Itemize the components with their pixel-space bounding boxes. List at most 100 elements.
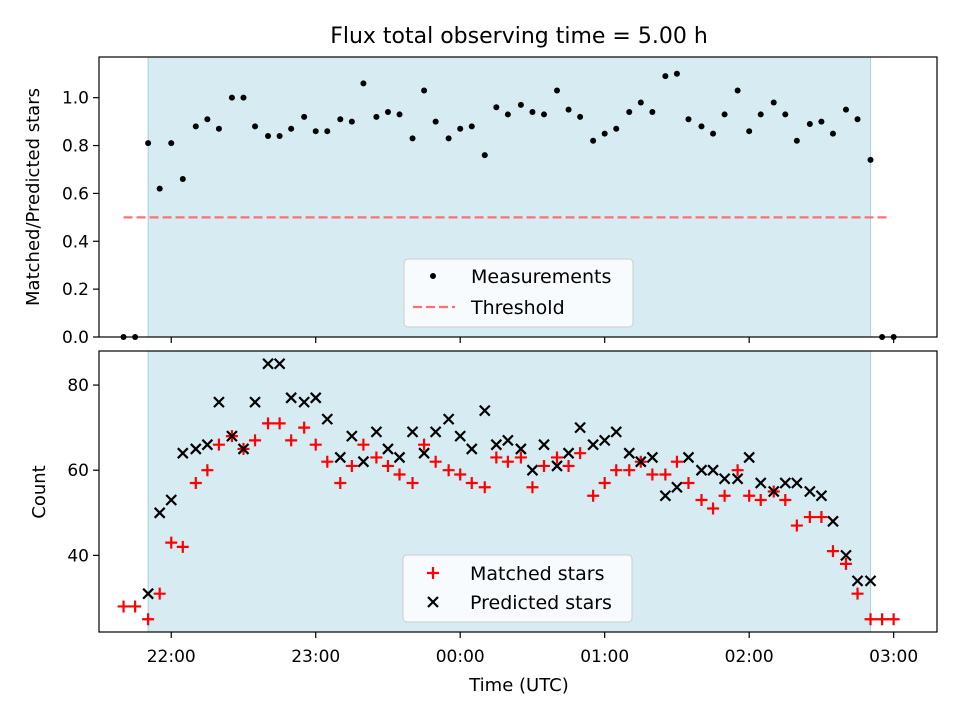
data-point bbox=[176, 540, 189, 553]
y-tick-label: 0.4 bbox=[62, 232, 89, 252]
data-point bbox=[673, 70, 680, 77]
data-point bbox=[373, 113, 380, 120]
data-point bbox=[562, 447, 575, 459]
data-point bbox=[145, 140, 152, 147]
y-tick-label: 0.0 bbox=[62, 328, 89, 348]
data-point bbox=[721, 111, 728, 118]
data-point bbox=[165, 536, 178, 549]
data-point bbox=[551, 460, 563, 472]
data-point bbox=[490, 438, 503, 451]
data-point bbox=[309, 438, 322, 451]
data-point bbox=[249, 396, 261, 408]
data-point bbox=[129, 600, 142, 613]
data-point bbox=[601, 130, 608, 137]
data-point bbox=[429, 426, 442, 438]
data-point bbox=[324, 128, 331, 135]
data-point bbox=[201, 438, 214, 451]
data-point bbox=[854, 116, 861, 123]
data-point bbox=[478, 404, 491, 417]
data-point bbox=[334, 451, 347, 464]
data-point bbox=[502, 434, 514, 447]
data-point bbox=[168, 140, 175, 147]
data-point bbox=[806, 121, 813, 128]
data-point bbox=[346, 430, 358, 442]
x-tick-label: 02:00 bbox=[725, 647, 774, 667]
legend-measurements-label: Measurements bbox=[471, 266, 611, 288]
data-point bbox=[826, 545, 839, 558]
data-point bbox=[876, 613, 889, 626]
data-point bbox=[418, 438, 431, 451]
data-point bbox=[743, 489, 756, 502]
legend-threshold-label: Threshold bbox=[470, 297, 565, 319]
legend-predicted-marker bbox=[427, 596, 439, 608]
data-point bbox=[840, 549, 852, 562]
data-point bbox=[731, 472, 744, 485]
data-point bbox=[842, 106, 849, 113]
data-point bbox=[517, 101, 524, 108]
data-point bbox=[357, 438, 370, 451]
data-point bbox=[827, 515, 839, 528]
data-point bbox=[204, 116, 211, 123]
top-panel: 0.0 0.2 0.4 0.6 0.8 1.0 Flux total observing … bbox=[23, 24, 938, 348]
data-point bbox=[468, 123, 475, 130]
data-point bbox=[767, 485, 780, 498]
data-point bbox=[406, 426, 419, 438]
data-point bbox=[298, 396, 310, 408]
data-point bbox=[262, 417, 275, 430]
data-point bbox=[301, 113, 308, 120]
data-point bbox=[864, 575, 877, 587]
data-point bbox=[646, 451, 659, 464]
data-point bbox=[610, 426, 623, 438]
data-point bbox=[406, 476, 419, 489]
x-axis-label: Time (UTC) bbox=[468, 675, 569, 696]
data-point bbox=[454, 468, 467, 481]
data-point bbox=[418, 447, 430, 459]
data-point bbox=[442, 464, 455, 477]
data-point bbox=[610, 464, 623, 477]
data-point bbox=[189, 476, 202, 489]
data-point bbox=[707, 464, 719, 476]
chart-title: Flux total observing time = 5.00 h bbox=[330, 24, 708, 49]
data-point bbox=[384, 109, 391, 116]
data-point bbox=[598, 434, 611, 447]
data-point bbox=[337, 116, 344, 123]
bottom-legend: Matched stars Predicted stars bbox=[402, 554, 633, 623]
data-point bbox=[590, 137, 597, 144]
y-tick-label: 1.0 bbox=[62, 89, 89, 109]
data-point bbox=[587, 489, 600, 502]
x-tick-label: 00:00 bbox=[436, 647, 485, 667]
data-point bbox=[818, 118, 825, 125]
data-point bbox=[321, 413, 334, 425]
data-point bbox=[457, 125, 464, 132]
data-point bbox=[637, 99, 644, 106]
data-point bbox=[851, 587, 864, 600]
data-point bbox=[779, 477, 792, 489]
data-point bbox=[501, 455, 514, 468]
data-point bbox=[165, 494, 178, 506]
data-point bbox=[370, 426, 383, 438]
data-point bbox=[273, 357, 286, 370]
legend-matched-marker bbox=[427, 567, 439, 579]
data-point bbox=[514, 451, 527, 464]
data-point bbox=[442, 413, 455, 425]
y-tick-label: 0.2 bbox=[62, 280, 89, 300]
data-point bbox=[754, 477, 767, 489]
data-point bbox=[226, 430, 238, 442]
data-point bbox=[153, 507, 166, 519]
data-point bbox=[228, 94, 235, 101]
data-point bbox=[565, 106, 572, 113]
data-point bbox=[887, 613, 900, 626]
data-point bbox=[757, 111, 764, 118]
data-point bbox=[465, 476, 478, 489]
data-point bbox=[142, 613, 155, 626]
data-point bbox=[718, 489, 731, 502]
data-point bbox=[662, 73, 669, 80]
data-point bbox=[790, 519, 803, 532]
data-point bbox=[754, 494, 767, 507]
data-point bbox=[659, 468, 672, 481]
data-point bbox=[179, 176, 186, 183]
data-point bbox=[213, 396, 225, 408]
data-point bbox=[707, 502, 720, 515]
data-point bbox=[803, 511, 816, 524]
data-point bbox=[710, 130, 717, 137]
